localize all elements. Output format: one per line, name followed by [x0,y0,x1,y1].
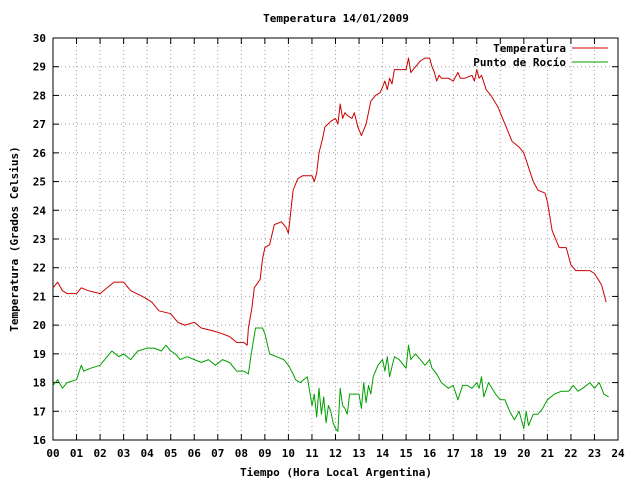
x-tick-label: 13 [352,447,365,460]
x-tick-label: 19 [494,447,507,460]
y-tick-label: 26 [33,147,47,160]
y-tick-label: 25 [33,176,46,189]
x-tick-label: 24 [611,447,625,460]
x-tick-label: 22 [564,447,577,460]
chart-title: Temperatura 14/01/2009 [263,12,409,25]
series-line-temperatura [52,57,607,346]
axis-ticks: 00 01 02 03 04 05 06 07 08 09 10 11 12 13 14 15 16 17 18 19… [33,32,625,460]
y-tick-label: 27 [33,118,46,131]
legend-label-punto-de-rocio: Punto de Rocío [473,56,566,69]
x-tick-label: 12 [329,447,342,460]
y-axis-label: Temperatura (Grados Celsius) [8,146,21,331]
x-tick-label: 10 [282,447,295,460]
series-line-punto-de-rocio [52,327,609,432]
grid-lines [53,38,618,440]
y-tick-label: 28 [33,89,46,102]
x-tick-label: 09 [258,447,271,460]
x-tick-label: 02 [93,447,106,460]
y-tick-label: 30 [33,32,46,45]
x-tick-label: 08 [235,447,248,460]
x-tick-label: 01 [70,447,84,460]
x-tick-label: 14 [376,447,390,460]
x-tick-label: 05 [164,447,177,460]
x-axis-label: Tiempo (Hora Local Argentina) [240,466,432,479]
y-tick-label: 19 [33,348,46,361]
y-tick-label: 16 [33,434,47,447]
x-tick-label: 18 [470,447,483,460]
x-tick-label: 20 [517,447,530,460]
x-tick-label: 06 [188,447,202,460]
x-tick-label: 11 [305,447,319,460]
y-tick-label: 21 [33,290,47,303]
y-tick-label: 22 [33,262,46,275]
x-tick-label: 23 [588,447,601,460]
x-tick-label: 00 [46,447,59,460]
x-tick-label: 03 [117,447,130,460]
x-tick-label: 04 [141,447,155,460]
y-tick-label: 18 [33,377,46,390]
x-tick-label: 21 [541,447,555,460]
y-tick-label: 17 [33,405,46,418]
legend-label-temperatura: Temperatura [493,42,566,55]
x-tick-label: 15 [400,447,413,460]
x-tick-label: 16 [423,447,437,460]
legend: Temperatura Punto de Rocío [473,42,608,69]
y-tick-label: 23 [33,233,46,246]
series-lines [52,57,609,432]
x-tick-label: 07 [211,447,224,460]
x-tick-label: 17 [447,447,460,460]
y-tick-label: 29 [33,61,46,74]
y-tick-label: 20 [33,319,46,332]
y-tick-label: 24 [33,204,47,217]
